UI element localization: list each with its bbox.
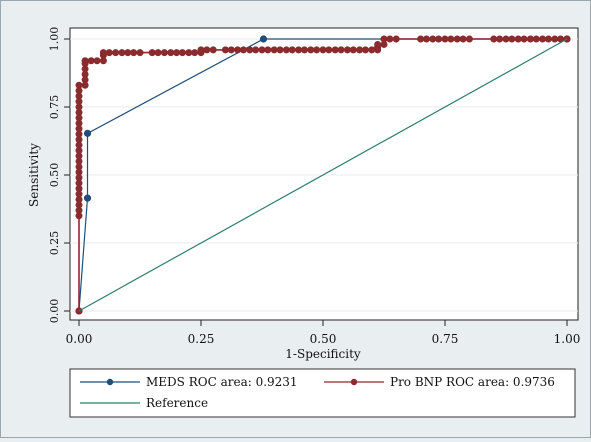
data-point bbox=[246, 46, 254, 54]
data-point bbox=[313, 46, 321, 54]
data-point bbox=[496, 35, 504, 43]
data-point bbox=[447, 35, 455, 43]
data-point bbox=[361, 46, 369, 54]
legend-box bbox=[69, 368, 576, 418]
data-point bbox=[526, 35, 534, 43]
series-layer bbox=[75, 35, 571, 315]
data-point bbox=[252, 46, 260, 54]
data-point bbox=[282, 46, 290, 54]
data-point bbox=[508, 35, 516, 43]
data-point bbox=[325, 46, 333, 54]
legend-label-1: Pro BNP ROC area: 0.9736 bbox=[390, 375, 555, 389]
data-point bbox=[276, 46, 284, 54]
data-point bbox=[349, 46, 357, 54]
data-point bbox=[539, 35, 547, 43]
data-point bbox=[259, 35, 268, 43]
data-point bbox=[258, 46, 266, 54]
data-point bbox=[270, 46, 278, 54]
data-point bbox=[234, 46, 242, 54]
data-point bbox=[118, 49, 126, 57]
data-point bbox=[435, 35, 443, 43]
data-point bbox=[197, 46, 205, 54]
y-tick-label: 0.00 bbox=[48, 299, 61, 324]
data-point bbox=[422, 35, 430, 43]
data-point bbox=[148, 49, 156, 57]
data-point bbox=[99, 49, 107, 57]
data-point bbox=[136, 49, 144, 57]
legend: MEDS ROC area: 0.9231 Pro BNP ROC area: 0… bbox=[80, 375, 555, 410]
data-point bbox=[173, 49, 181, 57]
legend-label-2: Reference bbox=[146, 396, 208, 410]
data-point bbox=[356, 46, 364, 54]
data-point bbox=[295, 46, 303, 54]
data-point bbox=[465, 35, 473, 43]
data-point bbox=[368, 46, 376, 54]
series-line-2 bbox=[78, 38, 568, 312]
data-point bbox=[167, 49, 175, 57]
data-point bbox=[551, 35, 559, 43]
data-point bbox=[105, 49, 113, 57]
x-tick-label: 0.25 bbox=[188, 332, 215, 346]
data-point bbox=[459, 35, 467, 43]
data-point bbox=[203, 46, 211, 54]
data-point bbox=[227, 46, 235, 54]
data-point bbox=[307, 46, 315, 54]
data-point bbox=[264, 46, 272, 54]
data-point bbox=[83, 129, 92, 137]
data-point bbox=[300, 46, 308, 54]
legend-label-0: MEDS ROC area: 0.9231 bbox=[146, 375, 298, 389]
x-tick-label: 0.75 bbox=[432, 332, 459, 346]
data-point bbox=[209, 46, 217, 54]
x-axis-title: 1-Specificity bbox=[285, 347, 361, 361]
data-point bbox=[81, 57, 89, 65]
data-point bbox=[490, 35, 498, 43]
data-point bbox=[392, 35, 400, 43]
x-tick-label: 0.50 bbox=[310, 332, 337, 346]
data-point bbox=[87, 57, 95, 65]
data-point bbox=[124, 49, 132, 57]
x-tick-label: 1.00 bbox=[554, 332, 581, 346]
data-point bbox=[221, 46, 229, 54]
data-point bbox=[75, 81, 83, 89]
data-point bbox=[544, 35, 552, 43]
y-axis-title: Sensitivity bbox=[27, 143, 41, 207]
data-point bbox=[343, 46, 351, 54]
y-tick-label: 0.50 bbox=[48, 163, 61, 188]
legend-marker-0 bbox=[106, 378, 114, 386]
x-tick-label: 0.00 bbox=[66, 332, 93, 346]
data-point bbox=[337, 46, 345, 54]
data-point bbox=[374, 40, 382, 48]
data-point bbox=[331, 46, 339, 54]
data-point bbox=[112, 49, 120, 57]
data-point bbox=[380, 35, 388, 43]
data-point bbox=[441, 35, 449, 43]
data-point bbox=[417, 35, 425, 43]
data-point bbox=[429, 35, 437, 43]
data-point bbox=[514, 35, 522, 43]
data-point bbox=[185, 49, 193, 57]
axis-layer: 0.00 0.25 0.50 0.75 1.00 0.00 0.25 0.50 0.75 1.00 bbox=[48, 27, 580, 346]
data-point bbox=[160, 49, 168, 57]
data-point bbox=[191, 49, 199, 57]
data-point bbox=[386, 35, 394, 43]
data-point bbox=[288, 46, 296, 54]
data-point bbox=[178, 49, 186, 57]
y-tick-label: 1.00 bbox=[48, 27, 61, 52]
data-point bbox=[239, 46, 247, 54]
data-point bbox=[319, 46, 327, 54]
data-point bbox=[520, 35, 528, 43]
data-point bbox=[154, 49, 162, 57]
data-point bbox=[130, 49, 138, 57]
data-point bbox=[502, 35, 510, 43]
y-tick-label: 0.75 bbox=[48, 95, 61, 120]
data-point bbox=[532, 35, 540, 43]
legend-marker-1 bbox=[350, 378, 358, 386]
data-point bbox=[93, 57, 101, 65]
y-tick-label: 0.25 bbox=[48, 231, 61, 256]
data-point bbox=[453, 35, 461, 43]
data-point bbox=[83, 194, 92, 202]
